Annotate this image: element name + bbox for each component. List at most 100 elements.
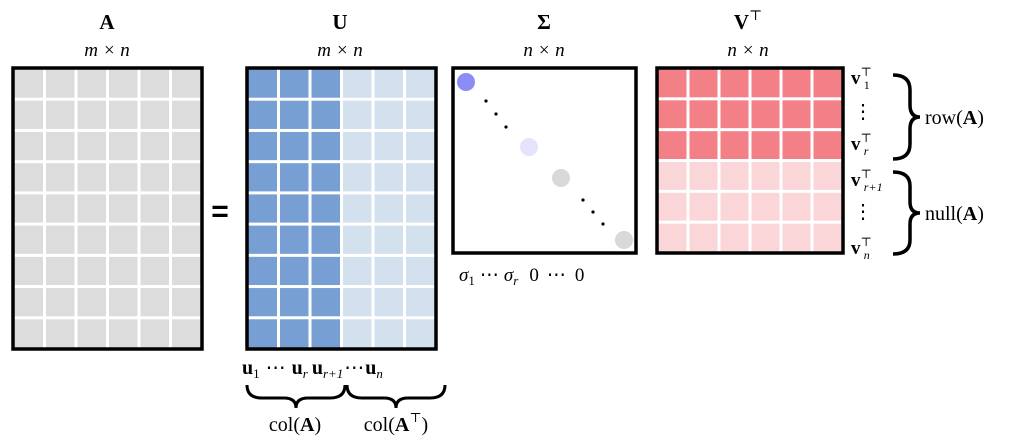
matrix-Vt-cell bbox=[782, 69, 811, 98]
v1: v bbox=[851, 68, 861, 89]
matrix-A-cell bbox=[77, 69, 106, 98]
row-bold: A bbox=[963, 107, 978, 129]
matrix-A-cell bbox=[77, 194, 106, 223]
sigma-dots: ⋯ bbox=[480, 265, 499, 286]
matrix-U-cell bbox=[374, 319, 403, 348]
sigma-r-sub: r bbox=[513, 273, 519, 288]
matrix-A-cell bbox=[46, 319, 75, 348]
matrix-U-cell bbox=[374, 288, 403, 317]
matrix-A-cell bbox=[14, 131, 43, 161]
matrix-U-cell bbox=[406, 69, 435, 98]
matrix-A-cell bbox=[46, 288, 75, 317]
matrix-Vt-cell bbox=[813, 69, 842, 98]
matrix-A-cell bbox=[140, 100, 169, 129]
matrix-A-cell bbox=[46, 69, 75, 98]
sigma-1-sub: 1 bbox=[468, 273, 475, 288]
matrix-A-cell bbox=[14, 256, 43, 286]
matrix-U-cell bbox=[248, 256, 277, 286]
matrix-U-cell bbox=[343, 319, 372, 348]
matrix-Vt-cell bbox=[720, 100, 749, 129]
sigma-small-dot bbox=[601, 222, 605, 226]
equals-sign: = bbox=[211, 195, 229, 228]
u-dots-2: ⋯ bbox=[344, 357, 364, 379]
matrix-A-background bbox=[13, 68, 202, 349]
matrix-Vt-cell bbox=[658, 223, 687, 252]
matrix-Vt-cell bbox=[813, 162, 842, 190]
matrix-U-cell bbox=[248, 100, 277, 129]
matrix-A-cell bbox=[172, 163, 201, 192]
matrix-A-cell bbox=[77, 319, 106, 348]
matrix-Vt-cell bbox=[782, 192, 811, 221]
matrix-Vt-cell bbox=[782, 100, 811, 129]
matrix-Vt-cell bbox=[689, 223, 718, 252]
sigma-small-dot bbox=[484, 99, 488, 103]
matrix-Vt bbox=[655, 66, 845, 255]
vn-sup: ⊤ bbox=[861, 235, 872, 249]
col-At-bold: A bbox=[395, 414, 410, 436]
col-A-text: col( bbox=[269, 414, 300, 436]
title-Vt-sup: ⊤ bbox=[749, 9, 762, 24]
matrix-Vt-cell bbox=[751, 162, 780, 190]
matrix-A-cell bbox=[140, 288, 169, 317]
matrix-A-cell bbox=[14, 225, 43, 254]
matrix-U-cell bbox=[406, 319, 435, 348]
null-bold: A bbox=[963, 203, 978, 225]
un-sub: n bbox=[376, 366, 383, 381]
matrix-Vt-cell bbox=[782, 131, 811, 159]
col-At-sup: ⊤ bbox=[409, 410, 421, 425]
vr1-label: v⊤ r+1 bbox=[851, 167, 883, 194]
matrix-A-cell bbox=[109, 131, 138, 161]
u1-sub: 1 bbox=[253, 366, 260, 381]
matrix-Vt-cell bbox=[751, 131, 780, 159]
matrix-U-cell bbox=[248, 69, 277, 98]
matrix-U-cell bbox=[343, 163, 372, 192]
matrix-A-cell bbox=[140, 131, 169, 161]
sigma-small-dot bbox=[581, 198, 585, 202]
ur1-sub: r+1 bbox=[323, 366, 343, 381]
matrix-U-cell bbox=[280, 288, 309, 317]
sigma-small-dot bbox=[504, 125, 508, 129]
vn-label: v⊤ n bbox=[851, 235, 872, 262]
sigma-frame bbox=[451, 66, 638, 255]
matrix-Vt-cell bbox=[751, 100, 780, 129]
matrix-U bbox=[245, 66, 438, 351]
matrix-U-cell bbox=[343, 256, 372, 286]
matrix-U-cell bbox=[311, 256, 340, 286]
null-A-label: null(A) bbox=[925, 203, 984, 225]
matrix-Vt-cell bbox=[658, 131, 687, 159]
vr1: v bbox=[851, 170, 861, 191]
matrix-U-cell bbox=[374, 69, 403, 98]
col-A-label: col(A) bbox=[269, 414, 321, 436]
matrix-A-cell bbox=[140, 163, 169, 192]
u-dots-1: ⋯ bbox=[266, 357, 286, 379]
matrix-U-cell bbox=[406, 225, 435, 254]
matrix-Vt-cell bbox=[689, 162, 718, 190]
matrix-Vt-cell bbox=[720, 192, 749, 221]
matrix-Vt-cell bbox=[813, 223, 842, 252]
matrix-Vt-cell bbox=[720, 162, 749, 190]
matrix-U-frame bbox=[245, 66, 438, 351]
matrix-U-cell bbox=[406, 256, 435, 286]
matrix-A-cell bbox=[172, 69, 201, 98]
matrix-A-cell bbox=[46, 163, 75, 192]
vr-sub: r bbox=[864, 144, 869, 158]
matrix-A-cell bbox=[77, 163, 106, 192]
dims-Vt: n × n bbox=[727, 40, 768, 61]
title-A: A bbox=[99, 10, 115, 34]
matrix-A-cell bbox=[109, 288, 138, 317]
matrix-A bbox=[11, 66, 204, 351]
matrix-U-cell bbox=[311, 69, 340, 98]
dims-Sigma: n × n bbox=[523, 40, 564, 61]
matrix-A-cell bbox=[140, 225, 169, 254]
matrix-A-cell bbox=[172, 288, 201, 317]
matrix-Vt-cell bbox=[751, 69, 780, 98]
row-A-brace bbox=[892, 73, 921, 161]
matrix-Vt-cell bbox=[658, 100, 687, 129]
matrix-U-cell bbox=[374, 131, 403, 161]
matrix-A-cell bbox=[77, 131, 106, 161]
matrix-U-cell bbox=[343, 131, 372, 161]
zero-n: 0 bbox=[575, 265, 585, 286]
matrix-A-cell bbox=[109, 163, 138, 192]
vr-sup: ⊤ bbox=[861, 131, 872, 145]
matrix-U-cell bbox=[374, 194, 403, 223]
